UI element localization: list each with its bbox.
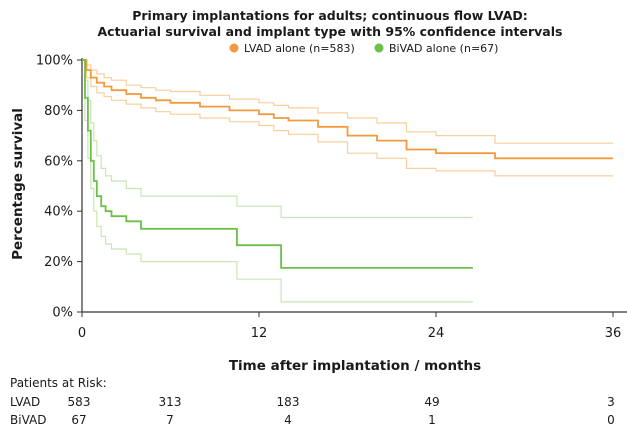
risk-table: LVAD 583 313 183 49 3 BiVAD 67 7 4 1 0 <box>10 395 615 427</box>
y-tick-label: 100% <box>36 54 73 69</box>
risk-count: 67 <box>71 413 86 427</box>
lvad-ci-upper-line <box>82 59 613 144</box>
confidence-interval-lines <box>82 59 613 303</box>
lvad-survival-line <box>82 59 613 160</box>
y-axis-title: Percentage survival <box>10 108 26 260</box>
lvad-ci-lower-line <box>82 59 613 177</box>
chart-title: Primary implantations for adults; contin… <box>132 8 528 23</box>
chart-subtitle: Actuarial survival and implant type with… <box>98 24 563 39</box>
x-tick-label: 0 <box>78 326 86 341</box>
x-tick-label: 12 <box>251 326 268 341</box>
risk-table-title: Patients at Risk: <box>10 376 107 390</box>
legend-marker-bivad <box>374 43 384 53</box>
risk-count: 3 <box>607 395 615 409</box>
y-tick-label: 60% <box>44 154 73 169</box>
bivad-survival-line <box>82 59 473 269</box>
y-tick-label: 20% <box>44 255 73 270</box>
axes <box>81 58 627 313</box>
risk-count: 1 <box>428 413 436 427</box>
risk-count: 313 <box>159 395 182 409</box>
survival-lines <box>82 59 613 269</box>
legend: LVAD alone (n=583) BiVAD alone (n=67) <box>229 42 498 55</box>
bivad-ci-lower-line <box>82 59 473 303</box>
risk-count: 0 <box>607 413 615 427</box>
risk-count: 49 <box>424 395 439 409</box>
legend-label-bivad: BiVAD alone (n=67) <box>389 42 498 55</box>
risk-count: 583 <box>68 395 91 409</box>
legend-marker-lvad <box>229 43 239 53</box>
y-tick-label: 80% <box>44 104 73 119</box>
x-axis-ticks: 0 12 24 36 <box>78 312 621 341</box>
risk-count: 4 <box>284 413 292 427</box>
legend-label-lvad: LVAD alone (n=583) <box>244 42 355 55</box>
x-axis-title: Time after implantation / months <box>229 358 481 374</box>
x-tick-label: 24 <box>428 326 445 341</box>
risk-row-label: BiVAD <box>10 413 46 427</box>
y-axis-ticks: 0% 20% 40% 60% 80% 100% <box>36 54 82 321</box>
risk-count: 7 <box>166 413 174 427</box>
risk-row-label: LVAD <box>10 395 40 409</box>
risk-count: 183 <box>277 395 300 409</box>
bivad-ci-upper-line <box>82 59 473 219</box>
y-tick-label: 40% <box>44 205 73 220</box>
x-tick-label: 36 <box>605 326 622 341</box>
y-tick-label: 0% <box>52 306 73 321</box>
